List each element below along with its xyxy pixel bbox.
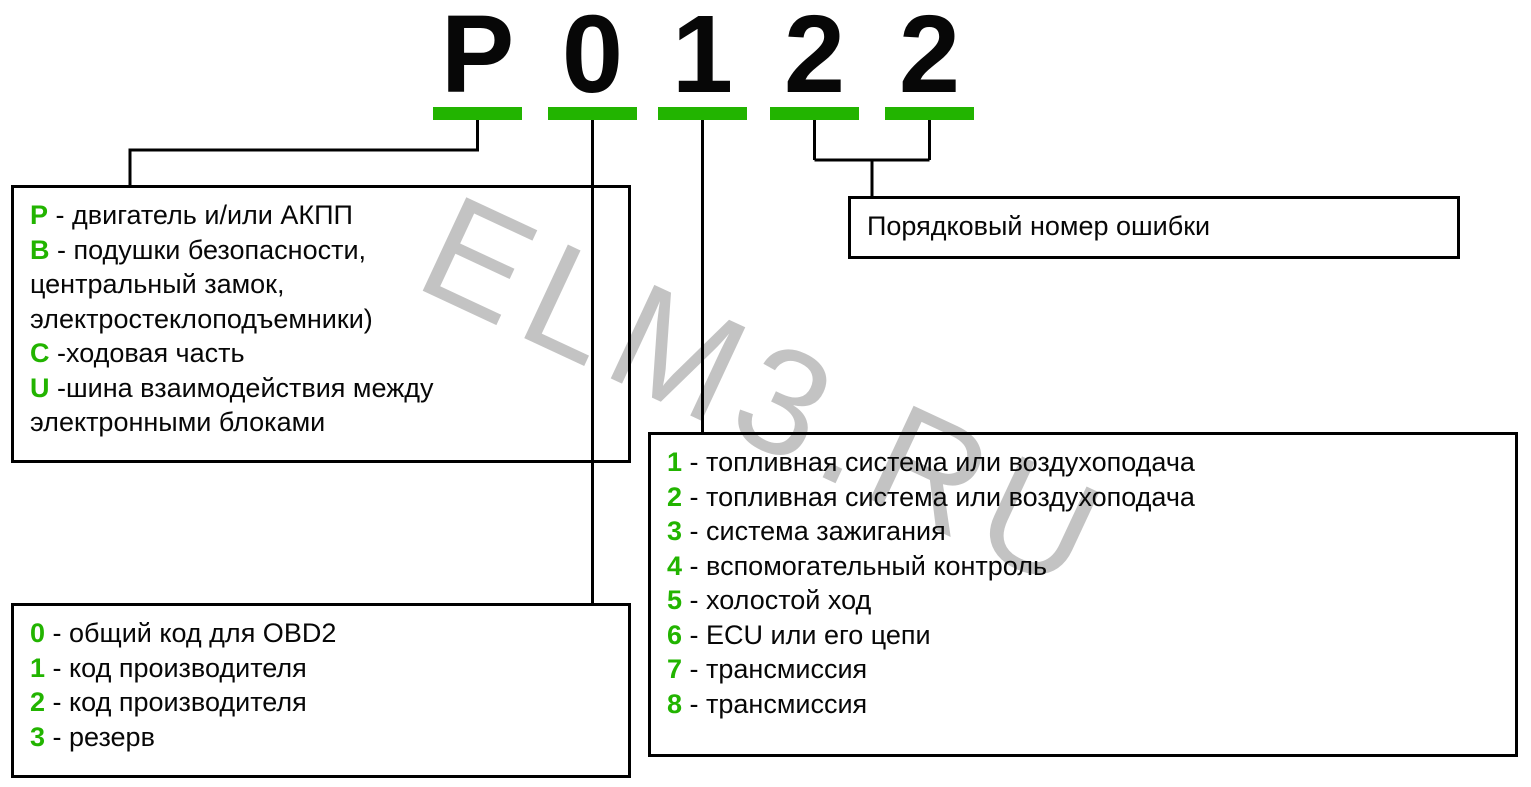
box1-text-5: -шина взаимодействия между	[50, 373, 434, 403]
box3-key-4: 5	[667, 585, 682, 615]
box3-text-1: - топливная система или воздухоподача	[682, 482, 1195, 512]
box3-text-3: - вспомогательный контроль	[682, 551, 1047, 581]
box3-line-5: 6 - ECU или его цепи	[667, 618, 1499, 653]
box4-text: Порядковый номер ошибки	[867, 209, 1441, 244]
box2-key-2: 2	[30, 687, 45, 717]
box1-line-4: C -ходовая часть	[30, 336, 612, 371]
box2-key-3: 3	[30, 722, 45, 752]
box1-key-5: U	[30, 373, 50, 403]
box1-text-0: - двигатель и/или АКПП	[48, 200, 353, 230]
box2-text-3: - резерв	[45, 722, 155, 752]
box3-text-4: - холостой ход	[682, 585, 871, 615]
box1-line-2: центральный замок,	[30, 267, 612, 302]
box-digit2-meaning: 0 - общий код для OBD21 - код производит…	[11, 603, 631, 778]
box1-line-3: электростеклоподъемники)	[30, 302, 612, 337]
underline-2	[658, 107, 747, 120]
box2-line-0: 0 - общий код для OBD2	[30, 616, 612, 651]
box3-text-0: - топливная система или воздухоподача	[682, 447, 1195, 477]
box3-key-1: 2	[667, 482, 682, 512]
box3-key-0: 1	[667, 447, 682, 477]
box3-key-6: 7	[667, 654, 682, 684]
box2-line-2: 2 - код производителя	[30, 685, 612, 720]
box1-line-6: электронными блоками	[30, 405, 612, 440]
box2-key-0: 0	[30, 618, 45, 648]
box1-text-2: центральный замок,	[30, 269, 285, 299]
box1-text-4: -ходовая часть	[50, 338, 245, 368]
box2-line-1: 1 - код производителя	[30, 651, 612, 686]
code-char-1: 0	[550, 0, 635, 110]
diagram-canvas: ELM3.RU P0122 P - двигатель и/или АКППB …	[0, 0, 1531, 787]
box3-key-5: 6	[667, 620, 682, 650]
box1-key-1: B	[30, 235, 50, 265]
code-char-2: 1	[660, 0, 745, 110]
box3-text-2: - система зажигания	[682, 516, 946, 546]
box2-text-2: - код производителя	[45, 687, 307, 717]
box-digit3-meaning: 1 - топливная система или воздухоподача2…	[648, 432, 1518, 757]
box3-line-1: 2 - топливная система или воздухоподача	[667, 480, 1499, 515]
box2-text-0: - общий код для OBD2	[45, 618, 336, 648]
box2-text-1: - код производителя	[45, 653, 307, 683]
box1-text-6: электронными блоками	[30, 407, 325, 437]
box1-key-4: C	[30, 338, 50, 368]
box-error-number: Порядковый номер ошибки	[848, 196, 1460, 259]
box3-key-2: 3	[667, 516, 682, 546]
code-char-4: 2	[887, 0, 972, 110]
box1-text-3: электростеклоподъемники)	[30, 304, 373, 334]
box2-key-1: 1	[30, 653, 45, 683]
box3-text-7: - трансмиссия	[682, 689, 867, 719]
box3-line-3: 4 - вспомогательный контроль	[667, 549, 1499, 584]
box3-key-3: 4	[667, 551, 682, 581]
box3-line-2: 3 - система зажигания	[667, 514, 1499, 549]
underline-4	[885, 107, 974, 120]
code-char-0: P	[435, 0, 520, 110]
box1-line-1: B - подушки безопасности,	[30, 233, 612, 268]
box1-line-5: U -шина взаимодействия между	[30, 371, 612, 406]
box1-text-1: - подушки безопасности,	[50, 235, 367, 265]
box3-key-7: 8	[667, 689, 682, 719]
underline-3	[770, 107, 859, 120]
box3-line-7: 8 - трансмиссия	[667, 687, 1499, 722]
box1-key-0: P	[30, 200, 48, 230]
box3-text-5: - ECU или его цепи	[682, 620, 931, 650]
box3-text-6: - трансмиссия	[682, 654, 867, 684]
box-letter-meaning: P - двигатель и/или АКППB - подушки безо…	[11, 185, 631, 463]
underline-0	[433, 107, 522, 120]
box3-line-0: 1 - топливная система или воздухоподача	[667, 445, 1499, 480]
box3-line-4: 5 - холостой ход	[667, 583, 1499, 618]
code-char-3: 2	[772, 0, 857, 110]
box3-line-6: 7 - трансмиссия	[667, 652, 1499, 687]
underline-1	[548, 107, 637, 120]
box1-line-0: P - двигатель и/или АКПП	[30, 198, 612, 233]
box2-line-3: 3 - резерв	[30, 720, 612, 755]
